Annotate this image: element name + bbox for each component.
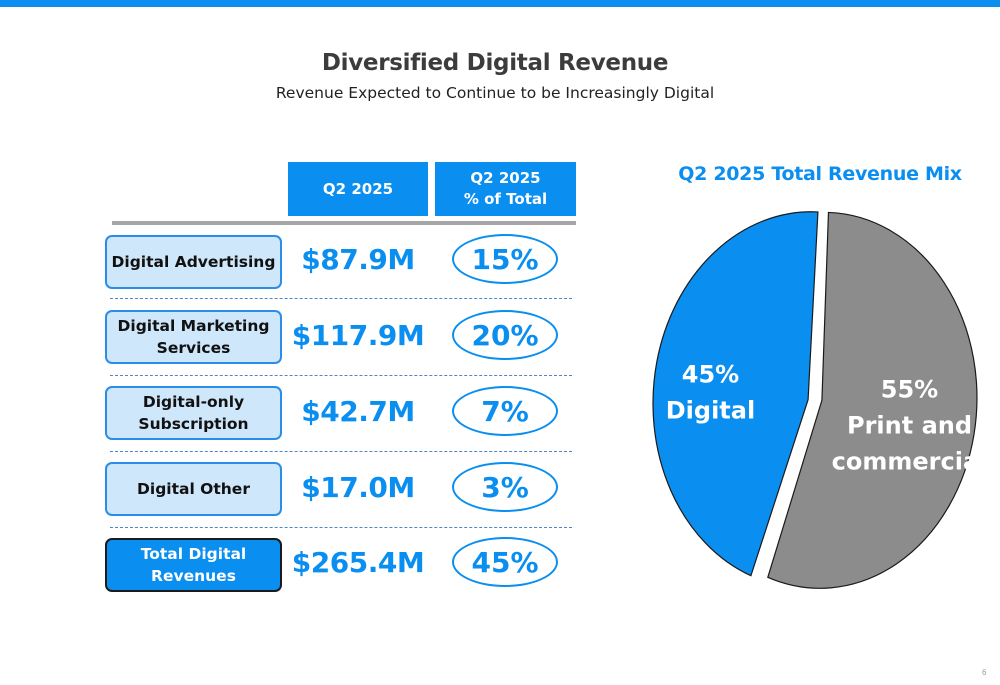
row-percent-text: 3% [481, 470, 529, 504]
pie-slice-label: 45% [682, 361, 739, 389]
row-label-line1: Total Digital [140, 545, 247, 563]
row-percent-text: 7% [481, 394, 529, 428]
row-label-line1: Digital-only [142, 393, 245, 411]
row-value-total-digital-revenues: $265.4M [291, 545, 425, 579]
pie-slice-label: Print and [847, 411, 972, 439]
column-header-period-label: Q2 2025 [322, 179, 394, 198]
row-divider [110, 527, 572, 528]
row-percent-digital-other: 3% [452, 462, 558, 512]
row-label-total-digital-revenues: Total Digital Revenues [105, 538, 282, 592]
row-divider [110, 298, 572, 299]
row-label-line2: Revenues [151, 567, 236, 585]
row-percent-digital-marketing-services: 20% [452, 310, 558, 360]
row-percent-text: 45% [471, 545, 539, 579]
page-subtitle: Revenue Expected to Continue to be Incre… [275, 84, 715, 102]
row-label-line1: Digital Other [137, 480, 250, 498]
pie-slice-label: Digital [666, 397, 755, 425]
column-header-percent-line2: % of Total [463, 190, 548, 208]
row-label-digital-advertising: Digital Advertising [105, 235, 282, 289]
column-header-period: Q2 2025 [288, 162, 428, 216]
row-divider [110, 375, 572, 376]
pie-slice-digital [652, 211, 819, 577]
row-label-line2: Subscription [138, 415, 249, 433]
pie-chart-title: Q2 2025 Total Revenue Mix [678, 163, 962, 185]
row-percent-digital-advertising: 15% [452, 234, 558, 284]
row-label-line1: Digital Advertising [111, 253, 276, 271]
row-percent-digital-only-subscription: 7% [452, 386, 558, 436]
row-label-digital-marketing-services: Digital Marketing Services [105, 310, 282, 364]
row-value-digital-only-subscription: $42.7M [301, 394, 415, 428]
page-title: Diversified Digital Revenue [321, 50, 669, 76]
row-divider [110, 451, 572, 452]
row-percent-total-digital-revenues: 45% [452, 537, 558, 587]
row-label-digital-only-subscription: Digital-only Subscription [105, 386, 282, 440]
pie-slice-label: 55% [881, 375, 938, 403]
page-number: 6 [982, 668, 987, 677]
header-divider [112, 221, 576, 225]
row-value-digital-other: $17.0M [301, 470, 415, 504]
column-header-percent-line1: Q2 2025 [470, 169, 541, 187]
row-percent-text: 15% [471, 242, 539, 276]
top-accent-bar [0, 0, 1000, 7]
revenue-mix-pie-chart: 45% Digital 55% Print and commercial [652, 211, 988, 589]
row-label-digital-other: Digital Other [105, 462, 282, 516]
row-label-line1: Digital Marketing [117, 317, 270, 335]
row-label-line2: Services [156, 339, 231, 357]
column-header-percent: Q2 2025 % of Total [435, 162, 576, 216]
row-value-digital-advertising: $87.9M [301, 242, 415, 276]
row-value-digital-marketing-services: $117.9M [291, 318, 425, 352]
pie-slice-label: commercial [832, 447, 988, 475]
pie-slice-print-commercial [767, 211, 978, 589]
row-percent-text: 20% [471, 318, 539, 352]
